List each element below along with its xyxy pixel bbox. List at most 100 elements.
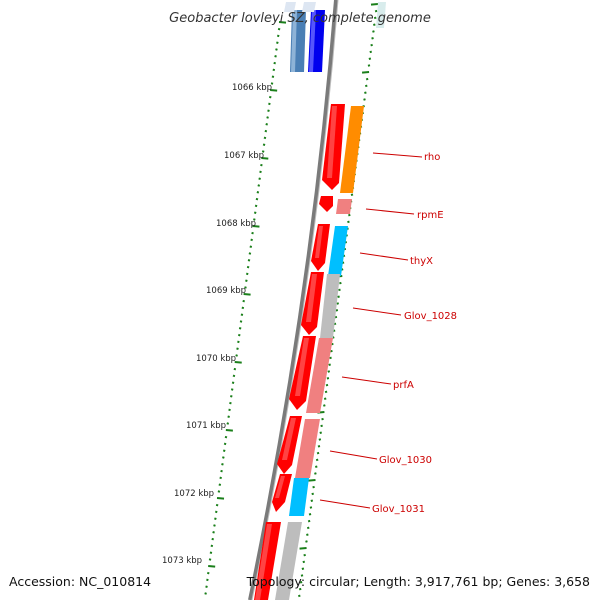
outer-ring-minor-tick: [306, 533, 309, 536]
gene-box-rho: [340, 106, 364, 193]
gene-label-prfA: prfA: [393, 380, 414, 391]
outer-ring-major-tick: [370, 3, 379, 6]
outer-ring-minor-tick: [364, 84, 368, 88]
cds-red-2: [319, 196, 333, 212]
cds-red-7: [272, 474, 292, 512]
inner-ring-major-tick: [278, 21, 287, 24]
inner-ring-minor-tick: [271, 75, 275, 78]
outer-ring-minor-tick: [318, 438, 322, 441]
gene-label-Glov_1028: Glov_1028: [404, 311, 457, 322]
inner-ring-minor-tick: [214, 517, 217, 520]
cds-red-8-shine: [255, 524, 272, 600]
cds-track: [254, 2, 386, 600]
inner-ring-minor-tick: [211, 537, 214, 541]
outer-ring-minor-tick: [330, 349, 333, 353]
gene-box-rpmE: [336, 199, 352, 214]
outer-ring-minor-tick: [368, 57, 372, 60]
inner-ring-minor-tick: [250, 238, 253, 242]
outer-ring-minor-tick: [348, 213, 351, 217]
inner-ring-minor-tick: [259, 170, 262, 174]
inner-ring-minor-tick: [241, 306, 245, 310]
inner-ring-minor-tick: [222, 449, 226, 452]
gene-box-grey-bottom: [275, 522, 302, 600]
top-gene-steel-blue-highlight: [291, 10, 297, 72]
inner-ring-minor-tick: [226, 422, 230, 425]
gene-label-rpmE: rpmE: [417, 210, 444, 221]
cds-red-6-shine: [282, 418, 296, 460]
kbp-label-1068: 1068 kbp: [216, 219, 256, 229]
inner-ring-minor-tick: [237, 340, 240, 344]
inner-ring-minor-tick: [206, 571, 210, 575]
outer-ring-minor-tick: [312, 485, 315, 489]
kbp-label-1072: 1072 kbp: [174, 489, 214, 499]
inner-ring-minor-tick: [257, 184, 261, 187]
inner-ring-minor-tick: [275, 48, 278, 51]
inner-ring-major-tick: [225, 429, 233, 432]
gene-box-prfA: [306, 338, 333, 413]
inner-ring-minor-tick: [205, 585, 208, 588]
gene-label-thyX: thyX: [410, 256, 433, 267]
outer-ring-minor-tick: [372, 30, 375, 33]
outer-ring-minor-tick: [321, 417, 324, 421]
inner-ring-minor-tick: [213, 524, 216, 527]
outer-ring-major-tick: [361, 71, 370, 74]
inner-ring-major-tick: [216, 497, 225, 500]
outer-ring-minor-tick: [309, 506, 313, 509]
kbp-label-1069: 1069 kbp: [206, 286, 246, 296]
inner-ring-minor-tick: [215, 503, 219, 507]
inner-ring-minor-tick: [253, 211, 257, 214]
gene-leader-lines: [319, 152, 423, 509]
inner-ring-minor-tick: [249, 245, 253, 248]
leader-rpmE: [365, 208, 415, 215]
outer-ring-minor-tick: [316, 451, 320, 455]
kbp-label-1067: 1067 kbp: [224, 151, 264, 161]
inner-ring-minor-tick: [265, 123, 269, 126]
gene-box-Glov_1028: [320, 274, 340, 338]
gene-label-rho: rho: [424, 152, 440, 163]
outer-ring-minor-tick: [338, 288, 341, 292]
map-title: Geobacter lovleyi SZ, complete genome: [169, 11, 431, 26]
outer-ring-minor-tick: [336, 302, 339, 305]
outer-ring-minor-tick: [317, 445, 321, 448]
gene-box-faint-top-right: [376, 2, 386, 28]
inner-ring-minor-tick: [268, 102, 271, 106]
inner-ring-minor-tick: [238, 327, 242, 330]
inner-ring-major-tick: [261, 157, 269, 160]
inner-ring-minor-tick: [235, 354, 238, 357]
outer-ring-minor-tick: [323, 404, 326, 407]
outer-ring-minor-tick: [327, 370, 331, 373]
outer-ring-minor-tick: [307, 519, 311, 523]
cds-red-7-shine: [275, 476, 285, 498]
gene-box-Glov_1031: [289, 478, 309, 516]
inner-ring-minor-tick: [223, 442, 227, 446]
outer-ring-minor-tick: [335, 309, 339, 312]
outer-ring-minor-tick: [329, 356, 332, 360]
inner-ring-minor-tick: [274, 55, 277, 58]
kbp-labels: 1066 kbp 1067 kbp 1068 kbp 1069 kbp 1070…: [162, 83, 272, 566]
kbp-label-1073: 1073 kbp: [162, 556, 202, 566]
outer-ring-minor-tick: [306, 526, 310, 530]
outer-ring-minor-tick: [369, 50, 373, 54]
inner-ring-minor-tick: [227, 415, 230, 418]
top-gene-faint-left: [284, 2, 296, 12]
outer-ring-minor-tick: [337, 295, 340, 298]
cds-red-3: [311, 224, 330, 271]
inner-ring-minor-tick: [236, 347, 239, 350]
inner-ring-minor-tick: [255, 197, 259, 201]
outer-ring-minor-tick: [347, 220, 350, 224]
outer-ring-minor-tick: [367, 64, 371, 67]
inner-ring-minor-tick: [267, 109, 270, 112]
inner-ring-minor-tick: [219, 476, 222, 480]
gene-labels: rho rpmE thyX Glov_1028 prfA Glov_1030 G…: [372, 152, 457, 515]
outer-ring-minor-tick: [302, 560, 306, 564]
inner-ring-minor-tick: [262, 143, 266, 146]
outer-ring-minor-tick: [298, 594, 301, 598]
inner-ring-major-tick: [243, 293, 251, 296]
outer-ring-minor-tick: [319, 431, 323, 434]
gene-label-Glov_1030: Glov_1030: [379, 455, 432, 466]
outer-ring-minor-tick: [323, 397, 327, 400]
inner-ring-minor-tick: [237, 333, 241, 337]
top-gene-blue-highlight: [309, 10, 316, 72]
inner-ring-minor-tick: [217, 490, 221, 493]
